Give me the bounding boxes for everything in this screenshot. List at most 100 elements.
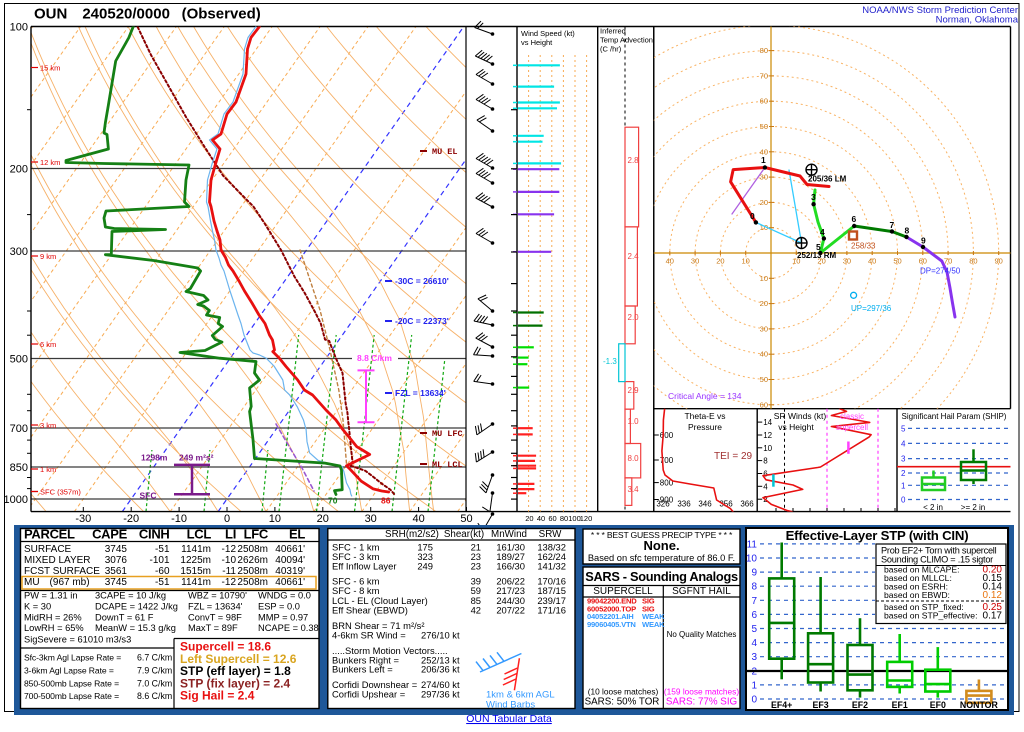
svg-text:12 km: 12 km xyxy=(40,158,60,167)
svg-text:Corfidi Upshear =: Corfidi Upshear = xyxy=(332,689,406,700)
svg-text:based on MLCAPE:: based on MLCAPE: xyxy=(884,565,959,575)
svg-text:99042200.END: 99042200.END xyxy=(587,597,637,606)
svg-text:< 2 in: < 2 in xyxy=(923,503,943,512)
svg-text:MMP = 0.97: MMP = 0.97 xyxy=(258,612,308,622)
svg-text:252/13 kt: 252/13 kt xyxy=(421,654,460,665)
svg-text:based on EBWD:: based on EBWD: xyxy=(884,590,950,600)
svg-text:162/24: 162/24 xyxy=(537,551,566,562)
svg-text:ConvT = 98F: ConvT = 98F xyxy=(188,612,242,622)
svg-text:244/30: 244/30 xyxy=(496,595,525,606)
svg-text:1: 1 xyxy=(901,481,906,490)
svg-text:1 km: 1 km xyxy=(40,465,56,474)
svg-text:2508m: 2508m xyxy=(237,566,268,577)
svg-text:6 km: 6 km xyxy=(40,340,56,349)
svg-text:MidRH = 26%: MidRH = 26% xyxy=(24,612,82,622)
svg-text:MU EL: MU EL xyxy=(432,147,458,157)
svg-text:366: 366 xyxy=(740,500,754,509)
svg-text:SARS: 77% SIG: SARS: 77% SIG xyxy=(666,697,737,708)
svg-text:PARCEL: PARCEL xyxy=(24,527,75,542)
svg-text:vs Height: vs Height xyxy=(778,422,814,432)
svg-text:10: 10 xyxy=(760,223,768,232)
svg-text:600: 600 xyxy=(660,431,674,440)
svg-text:SUPERCELL: SUPERCELL xyxy=(593,586,653,597)
svg-text:1km & 6km AGL: 1km & 6km AGL xyxy=(486,690,555,701)
svg-text:WNDG = 0.0: WNDG = 0.0 xyxy=(258,591,311,601)
svg-text:207/22: 207/22 xyxy=(496,605,525,616)
svg-text:-20C = 22373': -20C = 22373' xyxy=(395,316,449,326)
svg-text:0: 0 xyxy=(751,695,757,706)
svg-text:EF4+: EF4+ xyxy=(771,700,792,710)
svg-text:4-6km SR Wind =: 4-6km SR Wind = xyxy=(332,630,406,641)
svg-text:based on STP_effective:: based on STP_effective: xyxy=(884,611,977,621)
svg-text:300: 300 xyxy=(10,246,28,258)
svg-text:100: 100 xyxy=(10,22,28,34)
svg-text:10: 10 xyxy=(269,513,281,525)
svg-text:60: 60 xyxy=(760,97,768,106)
svg-text:SRH(m2/s2): SRH(m2/s2) xyxy=(385,529,439,540)
svg-text:LCL - EL (Cloud Layer): LCL - EL (Cloud Layer) xyxy=(332,595,428,606)
svg-text:2.9: 2.9 xyxy=(628,386,640,395)
svg-text:WEAK: WEAK xyxy=(642,612,665,621)
svg-text:850-500mb Lapse Rate =: 850-500mb Lapse Rate = xyxy=(24,678,119,688)
svg-text:No Quality Matches: No Quality Matches xyxy=(667,630,737,639)
svg-text:EF0: EF0 xyxy=(930,700,946,710)
svg-text:500: 500 xyxy=(10,354,28,366)
svg-text:0.14: 0.14 xyxy=(983,582,1003,593)
svg-text:70: 70 xyxy=(760,71,768,80)
svg-text:MIXED LAYER: MIXED LAYER xyxy=(24,555,91,566)
svg-text:LCL: LCL xyxy=(187,527,212,542)
svg-text:-51: -51 xyxy=(155,577,170,588)
svg-text:SR Winds (kt): SR Winds (kt) xyxy=(774,411,827,421)
svg-text:7.0 C/km: 7.0 C/km xyxy=(137,678,172,688)
svg-text:60: 60 xyxy=(760,400,768,409)
svg-text:12: 12 xyxy=(763,431,772,440)
svg-text:42: 42 xyxy=(471,605,481,616)
svg-text:0.15: 0.15 xyxy=(983,573,1003,584)
svg-text:99060405.VTN: 99060405.VTN xyxy=(587,620,636,629)
svg-text:* * * BEST GUESS PRECIP TYPE *: * * * BEST GUESS PRECIP TYPE * * * xyxy=(591,530,733,540)
svg-text:326: 326 xyxy=(656,500,670,509)
svg-text:40661': 40661' xyxy=(275,577,305,588)
svg-text:04052201.AIH: 04052201.AIH xyxy=(587,612,634,621)
svg-text:20: 20 xyxy=(760,198,768,207)
svg-text:0.25: 0.25 xyxy=(983,602,1003,613)
svg-text:30: 30 xyxy=(760,173,768,182)
svg-text:8.6 C/km: 8.6 C/km xyxy=(137,691,172,701)
svg-text:40: 40 xyxy=(760,147,768,156)
svg-text:.....Storm Motion Vectors.....: .....Storm Motion Vectors..... xyxy=(332,645,448,656)
svg-text:170/16: 170/16 xyxy=(537,576,566,587)
svg-text:OUN Tabular Data: OUN Tabular Data xyxy=(466,713,552,725)
svg-text:ESP = 0.0: ESP = 0.0 xyxy=(258,601,300,611)
svg-text:vs Height: vs Height xyxy=(521,38,553,47)
svg-text:2.0: 2.0 xyxy=(628,313,640,322)
svg-text:80: 80 xyxy=(969,257,977,266)
svg-text:-10: -10 xyxy=(222,555,237,566)
svg-text:336: 336 xyxy=(677,500,691,509)
svg-text:23: 23 xyxy=(471,551,481,562)
svg-text:Supercell = 18.6: Supercell = 18.6 xyxy=(180,640,271,654)
svg-text:SGFNT HAIL: SGFNT HAIL xyxy=(672,586,731,597)
svg-text:1: 1 xyxy=(761,155,766,165)
svg-text:800: 800 xyxy=(660,479,674,488)
svg-text:based on MLLCL:: based on MLLCL: xyxy=(884,573,952,583)
svg-text:14: 14 xyxy=(763,418,772,427)
svg-text:0: 0 xyxy=(224,513,230,525)
svg-text:Wind Speed (kt): Wind Speed (kt) xyxy=(521,29,575,38)
svg-text:1000: 1000 xyxy=(4,494,28,506)
svg-text:189/27: 189/27 xyxy=(496,551,525,562)
svg-text:70: 70 xyxy=(944,257,952,266)
svg-text:850: 850 xyxy=(10,462,28,474)
svg-text:based on ESRH:: based on ESRH: xyxy=(884,582,948,592)
svg-text:297/36 kt: 297/36 kt xyxy=(421,689,460,700)
svg-text:239/17: 239/17 xyxy=(537,595,566,606)
svg-text:Inferred: Inferred xyxy=(600,27,626,36)
svg-text:NOAA/NWS Storm Prediction Cent: NOAA/NWS Storm Prediction Center xyxy=(862,5,1018,16)
svg-text:8: 8 xyxy=(905,226,910,236)
svg-text:Left Supercell = 12.6: Left Supercell = 12.6 xyxy=(180,652,297,666)
svg-text:59: 59 xyxy=(471,585,481,596)
svg-text:Theta-E vs: Theta-E vs xyxy=(684,411,725,421)
svg-text:MU LFC: MU LFC xyxy=(432,429,463,439)
svg-text:6: 6 xyxy=(852,214,857,224)
svg-text:1225m: 1225m xyxy=(180,555,211,566)
svg-text:8.8 C/km: 8.8 C/km xyxy=(357,353,392,363)
